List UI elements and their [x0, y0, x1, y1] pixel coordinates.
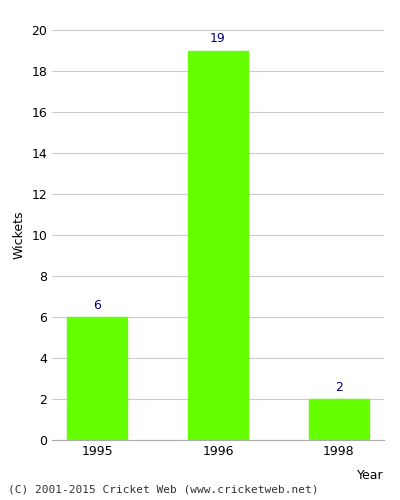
Bar [308, 399, 369, 440]
Y-axis label: Wickets: Wickets [13, 211, 26, 259]
Text: Year: Year [357, 468, 384, 481]
Text: 19: 19 [210, 32, 226, 46]
Text: 6: 6 [93, 299, 101, 312]
Bar [188, 50, 248, 440]
Bar [67, 317, 128, 440]
Text: (C) 2001-2015 Cricket Web (www.cricketweb.net): (C) 2001-2015 Cricket Web (www.cricketwe… [8, 485, 318, 495]
Text: 2: 2 [335, 381, 343, 394]
